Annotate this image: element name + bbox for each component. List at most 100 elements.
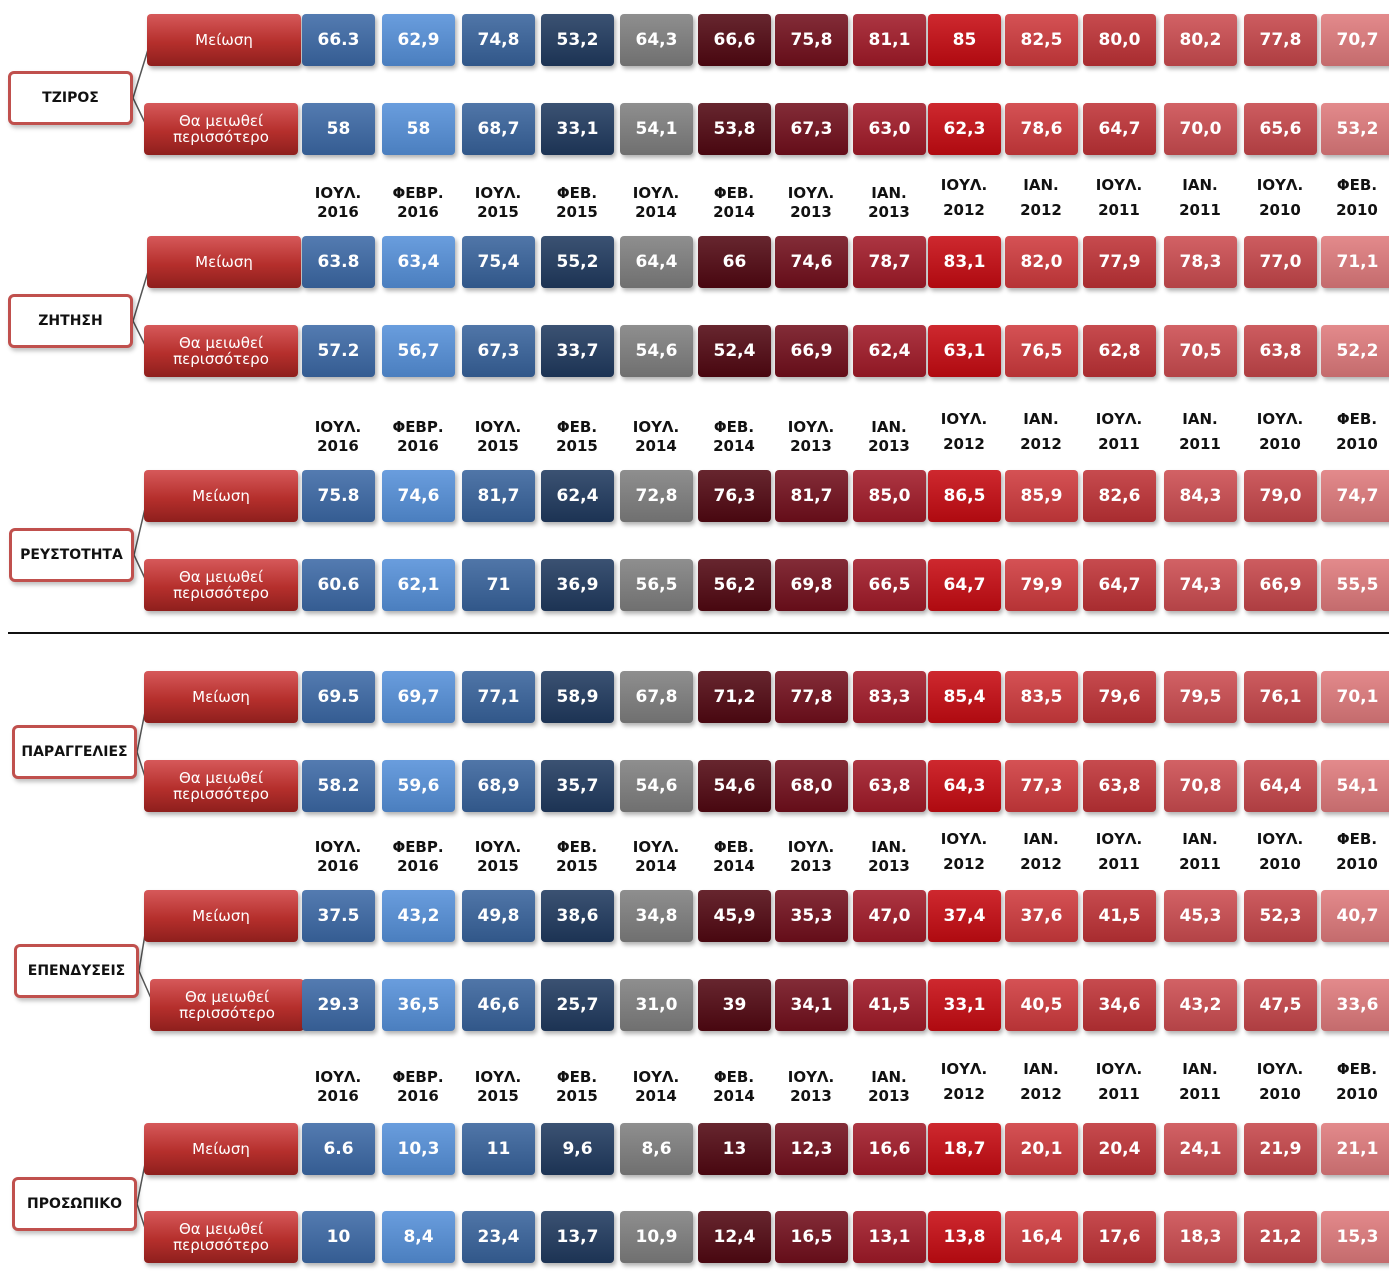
period-year: 2012 [1020, 435, 1062, 453]
value-cell: 24,1 [1164, 1123, 1237, 1175]
period-month: ΙΟΥΛ. [632, 418, 680, 436]
value-cell: 62,9 [382, 14, 455, 66]
value-cell: 67,3 [775, 103, 848, 155]
period-header: ΙΑΝ. 2013 [849, 418, 929, 456]
value-cell: 80,2 [1164, 14, 1237, 66]
value-cell: 56,7 [382, 325, 455, 377]
period-year: 2010 [1336, 201, 1378, 219]
value-cell: 33,1 [541, 103, 614, 155]
value-cell: 21,2 [1244, 1211, 1317, 1263]
period-header: ΦΕΒ. 2015 [537, 184, 617, 222]
period-month: ΦΕΒ. [713, 184, 755, 202]
value-cell: 58 [382, 103, 455, 155]
period-header: ΙΑΝ. 2013 [849, 838, 929, 876]
value-cell: 71,2 [698, 671, 771, 723]
value-cell: 70,5 [1164, 325, 1237, 377]
value-cell: 37,6 [1005, 890, 1078, 942]
period-year: 2016 [397, 857, 439, 875]
period-header: ΙΟΥΛ. 2010 [1240, 1060, 1320, 1104]
value-cell: 83,5 [1005, 671, 1078, 723]
period-month: ΙΑΝ. [871, 184, 907, 202]
period-header: ΙΟΥΛ. 2016 [298, 838, 378, 876]
period-year: 2011 [1179, 1085, 1221, 1103]
period-year: 2012 [1020, 201, 1062, 219]
value-cell: 69.5 [302, 671, 375, 723]
value-cell: 77,9 [1083, 236, 1156, 288]
value-cell: 64,7 [1083, 559, 1156, 611]
value-cell: 62,4 [541, 470, 614, 522]
period-header: ΦΕΒΡ. 2016 [378, 1068, 458, 1106]
period-month: ΙΟΥΛ. [1256, 1060, 1304, 1078]
period-header: ΦΕΒ. 2010 [1317, 176, 1389, 220]
value-cell: 58,9 [541, 671, 614, 723]
value-cell: 12,3 [775, 1123, 848, 1175]
period-month: ΙΟΥΛ. [940, 176, 988, 194]
period-month: ΦΕΒ. [713, 418, 755, 436]
value-cell: 66,9 [1244, 559, 1317, 611]
value-cell: 70,0 [1164, 103, 1237, 155]
period-header: ΙΑΝ. 2011 [1160, 410, 1240, 454]
period-year: 2013 [868, 1087, 910, 1105]
period-year: 2010 [1336, 435, 1378, 453]
value-cell: 45,3 [1164, 890, 1237, 942]
period-header: ΙΑΝ. 2011 [1160, 1060, 1240, 1104]
value-cell: 71,1 [1321, 236, 1389, 288]
period-year: 2015 [477, 437, 519, 455]
value-cell: 62,3 [928, 103, 1001, 155]
period-year: 2016 [397, 203, 439, 221]
value-cell: 69,8 [775, 559, 848, 611]
value-cell: 54,1 [620, 103, 693, 155]
period-year: 2014 [635, 1087, 677, 1105]
value-cell: 21,9 [1244, 1123, 1317, 1175]
value-cell: 79,6 [1083, 671, 1156, 723]
period-header: ΙΟΥΛ. 2015 [458, 838, 538, 876]
period-header: ΙΟΥΛ. 2014 [616, 838, 696, 876]
period-header: ΙΟΥΛ. 2012 [924, 1060, 1004, 1104]
value-cell: 74,6 [775, 236, 848, 288]
value-cell: 60.6 [302, 559, 375, 611]
value-cell: 57.2 [302, 325, 375, 377]
period-month: ΦΕΒ. [1336, 410, 1378, 428]
value-cell: 52,2 [1321, 325, 1389, 377]
period-year: 2013 [790, 857, 832, 875]
period-month: ΙΟΥΛ. [632, 184, 680, 202]
period-month: ΦΕΒ. [556, 838, 598, 856]
period-month: ΙΟΥΛ. [1095, 1060, 1143, 1078]
value-cell: 67,8 [620, 671, 693, 723]
value-cell: 54,6 [698, 760, 771, 812]
value-cell: 76,1 [1244, 671, 1317, 723]
period-year: 2014 [635, 203, 677, 221]
period-month: ΙΟΥΛ. [632, 1068, 680, 1086]
period-year: 2011 [1098, 201, 1140, 219]
period-header: ΙΑΝ. 2012 [1001, 410, 1081, 454]
value-cell: 66 [698, 236, 771, 288]
period-header: ΙΑΝ. 2013 [849, 1068, 929, 1106]
period-year: 2011 [1098, 435, 1140, 453]
value-cell: 68,7 [462, 103, 535, 155]
period-month: ΙΑΝ. [871, 418, 907, 436]
value-cell: 13,7 [541, 1211, 614, 1263]
value-cell: 40,5 [1005, 979, 1078, 1031]
period-header: ΙΑΝ. 2012 [1001, 176, 1081, 220]
value-cell: 18,7 [928, 1123, 1001, 1175]
value-cell: 58 [302, 103, 375, 155]
period-month: ΙΑΝ. [1182, 1060, 1218, 1078]
period-header: ΙΑΝ. 2011 [1160, 830, 1240, 874]
period-header: ΙΟΥΛ. 2011 [1079, 410, 1159, 454]
value-cell: 58.2 [302, 760, 375, 812]
value-cell: 72,8 [620, 470, 693, 522]
row-label: Θα μειωθεί περισσότερο [144, 559, 298, 611]
period-month: ΙΟΥΛ. [1256, 830, 1304, 848]
period-header: ΙΟΥΛ. 2012 [924, 176, 1004, 220]
value-cell: 77,0 [1244, 236, 1317, 288]
value-cell: 47,5 [1244, 979, 1317, 1031]
value-cell: 64,3 [928, 760, 1001, 812]
period-header: ΙΟΥΛ. 2015 [458, 418, 538, 456]
period-month: ΦΕΒΡ. [392, 418, 444, 436]
period-month: ΙΑΝ. [871, 1068, 907, 1086]
period-header: ΙΟΥΛ. 2013 [771, 1068, 851, 1106]
period-header: ΙΟΥΛ. 2010 [1240, 410, 1320, 454]
period-year: 2012 [1020, 855, 1062, 873]
value-cell: 64,7 [1083, 103, 1156, 155]
period-year: 2012 [1020, 1085, 1062, 1103]
